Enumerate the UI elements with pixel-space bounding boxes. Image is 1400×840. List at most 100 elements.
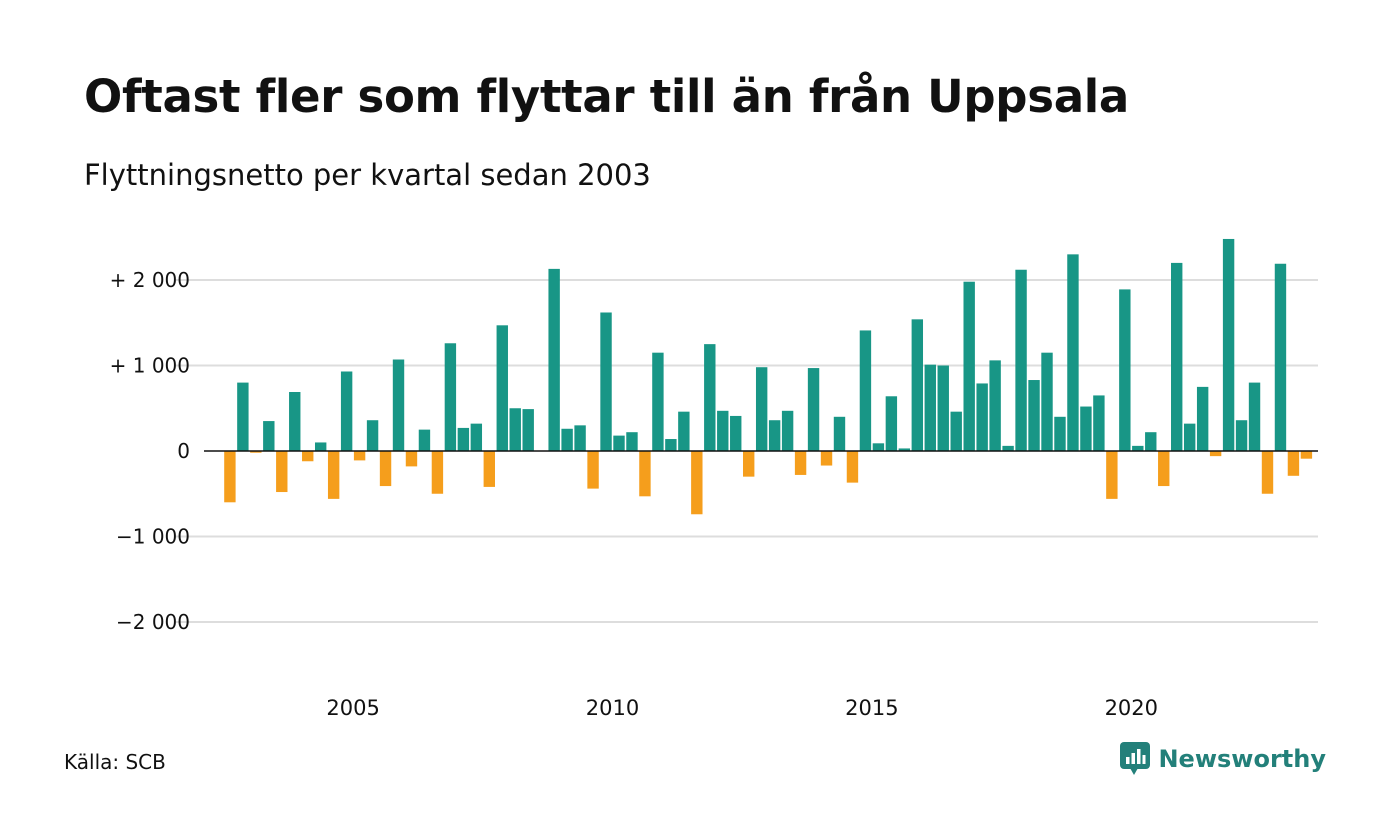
- y-tick-label: + 1 000: [110, 354, 190, 378]
- y-axis-labels: + 2 000 + 1 000 0 −1 000 −2 000: [110, 268, 190, 634]
- bar-negative: [639, 451, 651, 497]
- bar-positive: [652, 352, 664, 451]
- bar-positive: [911, 319, 924, 451]
- bar-positive: [678, 411, 690, 451]
- brand-name: Newsworthy: [1158, 745, 1326, 773]
- x-tick-label: 2015: [845, 696, 898, 720]
- bar-positive: [1054, 416, 1066, 451]
- bar-positive: [963, 281, 975, 451]
- bar-positive: [781, 410, 794, 451]
- bar-positive: [1183, 423, 1196, 451]
- x-tick-label: 2020: [1105, 696, 1158, 720]
- bar-positive: [717, 410, 729, 451]
- bar-positive: [1274, 263, 1287, 451]
- bar-negative: [1300, 451, 1313, 459]
- bar-positive: [263, 421, 275, 451]
- source-note: Källa: SCB: [64, 750, 166, 774]
- bar-negative: [431, 451, 444, 494]
- bar-positive: [730, 415, 742, 451]
- bar-positive: [457, 427, 470, 451]
- bar-positive: [1235, 420, 1248, 451]
- bar-positive: [561, 428, 573, 451]
- bar-positive: [1015, 269, 1027, 451]
- bar-positive: [1093, 395, 1105, 451]
- bar-positive: [314, 442, 327, 451]
- bar-negative: [276, 451, 288, 493]
- bar-negative: [794, 451, 807, 475]
- bar-positive: [600, 312, 612, 451]
- bar-positive: [289, 392, 301, 451]
- bar-positive: [872, 443, 885, 451]
- bar-positive: [1119, 289, 1131, 451]
- bar-negative: [1158, 451, 1170, 487]
- bar-positive: [392, 359, 405, 451]
- bar-negative: [1209, 451, 1222, 457]
- bars: [224, 238, 1313, 515]
- bar-positive: [626, 432, 638, 451]
- bar-positive: [937, 365, 949, 451]
- bar-negative: [820, 451, 833, 466]
- bar-positive: [976, 383, 988, 451]
- chart-subtitle: Flyttningsnetto per kvartal sedan 2003: [84, 158, 651, 192]
- y-tick-label: −1 000: [116, 525, 190, 549]
- bar-positive: [470, 423, 483, 451]
- bar-negative: [587, 451, 599, 489]
- bar-positive: [1145, 432, 1157, 451]
- bar-positive: [1132, 445, 1144, 451]
- bar-negative: [379, 451, 392, 487]
- bar-negative: [1287, 451, 1300, 476]
- bar-negative: [1106, 451, 1118, 499]
- bar-positive: [859, 330, 872, 451]
- chart-title: Oftast fler som flyttar till än från Upp…: [84, 70, 1129, 123]
- bar-positive: [418, 429, 431, 452]
- y-tick-label: + 2 000: [110, 268, 190, 292]
- bar-negative: [353, 451, 366, 461]
- bar-positive: [340, 371, 353, 451]
- bar-positive: [1041, 352, 1053, 451]
- bar-positive: [522, 409, 534, 451]
- bar-positive: [885, 396, 898, 451]
- bar-negative: [691, 451, 703, 515]
- bar-positive: [366, 420, 379, 451]
- bar-positive: [1028, 380, 1040, 451]
- bar-positive: [1171, 262, 1183, 451]
- bar-positive: [924, 364, 936, 451]
- bar-positive: [989, 360, 1001, 451]
- bar-positive: [898, 448, 911, 451]
- bar-positive: [833, 416, 846, 451]
- bar-positive: [704, 344, 716, 452]
- bar-positive: [1080, 406, 1092, 451]
- x-tick-label: 2010: [586, 696, 639, 720]
- bar-negative: [327, 451, 340, 499]
- bar-negative: [250, 451, 262, 453]
- bar-positive: [496, 325, 508, 451]
- bar-negative: [224, 451, 236, 503]
- bar-positive: [1067, 254, 1079, 451]
- bar-positive: [1196, 386, 1209, 452]
- bar-negative: [302, 451, 314, 462]
- bar-positive: [665, 439, 677, 451]
- bar-positive: [768, 420, 781, 451]
- bar-negative: [483, 451, 495, 487]
- bar-positive: [548, 268, 560, 451]
- bar-positive: [1248, 382, 1261, 451]
- brand-logo: Newsworthy: [1120, 742, 1326, 776]
- bar-positive: [444, 343, 457, 451]
- bar-negative: [743, 451, 755, 477]
- y-tick-label: 0: [177, 439, 190, 463]
- x-axis-labels: 2005 2010 2015 2020: [326, 696, 1158, 720]
- x-tick-label: 2005: [326, 696, 379, 720]
- bar-positive: [1002, 445, 1014, 451]
- bar-negative: [846, 451, 859, 483]
- y-tick-label: −2 000: [116, 610, 190, 634]
- bar-positive: [237, 382, 249, 451]
- bar-positive: [1222, 238, 1235, 451]
- bar-positive: [613, 435, 625, 451]
- newsworthy-logo-icon: [1120, 742, 1151, 775]
- bar-negative: [405, 451, 418, 467]
- bar-positive: [807, 368, 820, 451]
- bar-positive: [755, 367, 768, 451]
- bar-negative: [1261, 451, 1274, 494]
- bar-positive: [509, 408, 521, 451]
